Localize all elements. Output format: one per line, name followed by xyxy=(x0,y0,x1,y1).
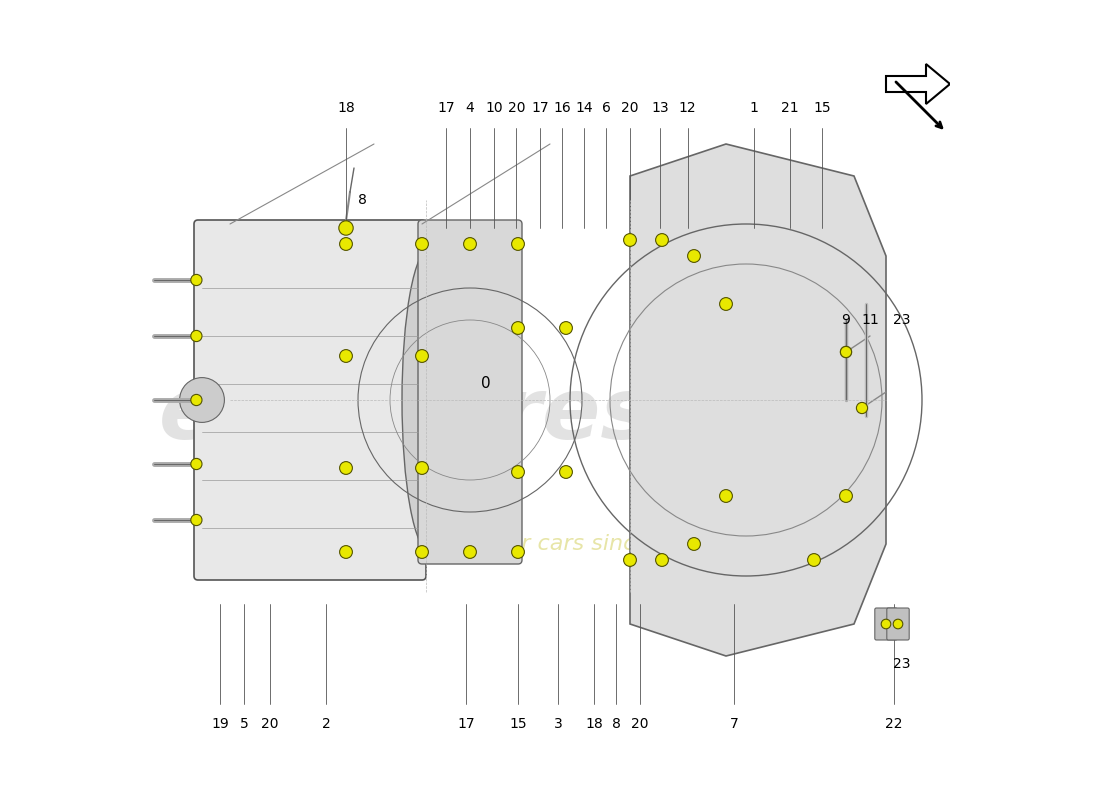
Circle shape xyxy=(340,350,352,362)
Circle shape xyxy=(560,322,572,334)
Text: 16: 16 xyxy=(553,101,571,115)
Text: 8: 8 xyxy=(612,717,620,731)
Circle shape xyxy=(624,234,637,246)
Text: 7: 7 xyxy=(729,717,738,731)
Text: 13: 13 xyxy=(651,101,669,115)
Text: 14: 14 xyxy=(575,101,593,115)
FancyBboxPatch shape xyxy=(194,220,426,580)
Circle shape xyxy=(807,554,821,566)
Polygon shape xyxy=(630,144,886,656)
Circle shape xyxy=(512,466,525,478)
Circle shape xyxy=(512,546,525,558)
Circle shape xyxy=(416,350,428,362)
Text: 8: 8 xyxy=(358,193,366,207)
Text: 6: 6 xyxy=(602,101,610,115)
Circle shape xyxy=(416,546,428,558)
FancyBboxPatch shape xyxy=(887,608,910,640)
Circle shape xyxy=(560,466,572,478)
Circle shape xyxy=(656,234,669,246)
Text: a passion for cars since 1985: a passion for cars since 1985 xyxy=(387,534,713,554)
Text: 2: 2 xyxy=(321,717,330,731)
Text: 18: 18 xyxy=(337,101,355,115)
Text: 0: 0 xyxy=(481,377,491,391)
Circle shape xyxy=(719,490,733,502)
Circle shape xyxy=(893,619,903,629)
Text: 3: 3 xyxy=(553,717,562,731)
Text: 18: 18 xyxy=(585,717,603,731)
Text: 5: 5 xyxy=(240,717,249,731)
Circle shape xyxy=(340,462,352,474)
Text: 17: 17 xyxy=(531,101,549,115)
Text: 1: 1 xyxy=(749,101,758,115)
Circle shape xyxy=(512,322,525,334)
Circle shape xyxy=(840,346,851,358)
Circle shape xyxy=(463,238,476,250)
Circle shape xyxy=(340,546,352,558)
Circle shape xyxy=(840,346,851,358)
Circle shape xyxy=(624,554,637,566)
Text: 10: 10 xyxy=(485,101,503,115)
Circle shape xyxy=(339,221,353,235)
FancyBboxPatch shape xyxy=(874,608,898,640)
Text: 23: 23 xyxy=(893,657,911,671)
Circle shape xyxy=(857,402,868,414)
Text: 9: 9 xyxy=(842,313,850,327)
Text: 11: 11 xyxy=(861,313,879,327)
Text: euroSares: euroSares xyxy=(160,374,652,458)
Circle shape xyxy=(190,330,202,342)
Circle shape xyxy=(190,458,202,470)
FancyBboxPatch shape xyxy=(418,220,522,564)
Text: 22: 22 xyxy=(886,717,903,731)
Text: 20: 20 xyxy=(508,101,525,115)
Circle shape xyxy=(416,462,428,474)
Text: 15: 15 xyxy=(813,101,830,115)
Circle shape xyxy=(190,274,202,286)
Circle shape xyxy=(512,238,525,250)
Circle shape xyxy=(839,490,853,502)
Circle shape xyxy=(719,298,733,310)
Text: 20: 20 xyxy=(621,101,639,115)
Circle shape xyxy=(179,378,224,422)
Circle shape xyxy=(881,619,891,629)
Text: 21: 21 xyxy=(781,101,799,115)
Text: 15: 15 xyxy=(509,717,527,731)
Circle shape xyxy=(416,238,428,250)
Text: 20: 20 xyxy=(630,717,648,731)
Circle shape xyxy=(463,546,476,558)
Circle shape xyxy=(656,554,669,566)
Circle shape xyxy=(190,514,202,526)
Ellipse shape xyxy=(402,248,458,552)
Text: 20: 20 xyxy=(262,717,278,731)
Text: 23: 23 xyxy=(893,313,911,327)
Circle shape xyxy=(340,238,352,250)
Text: 4: 4 xyxy=(465,101,474,115)
Circle shape xyxy=(688,538,701,550)
Circle shape xyxy=(688,250,701,262)
Text: 17: 17 xyxy=(437,101,454,115)
Text: 17: 17 xyxy=(458,717,475,731)
Text: 12: 12 xyxy=(679,101,696,115)
Circle shape xyxy=(190,394,202,406)
Text: 19: 19 xyxy=(211,717,229,731)
